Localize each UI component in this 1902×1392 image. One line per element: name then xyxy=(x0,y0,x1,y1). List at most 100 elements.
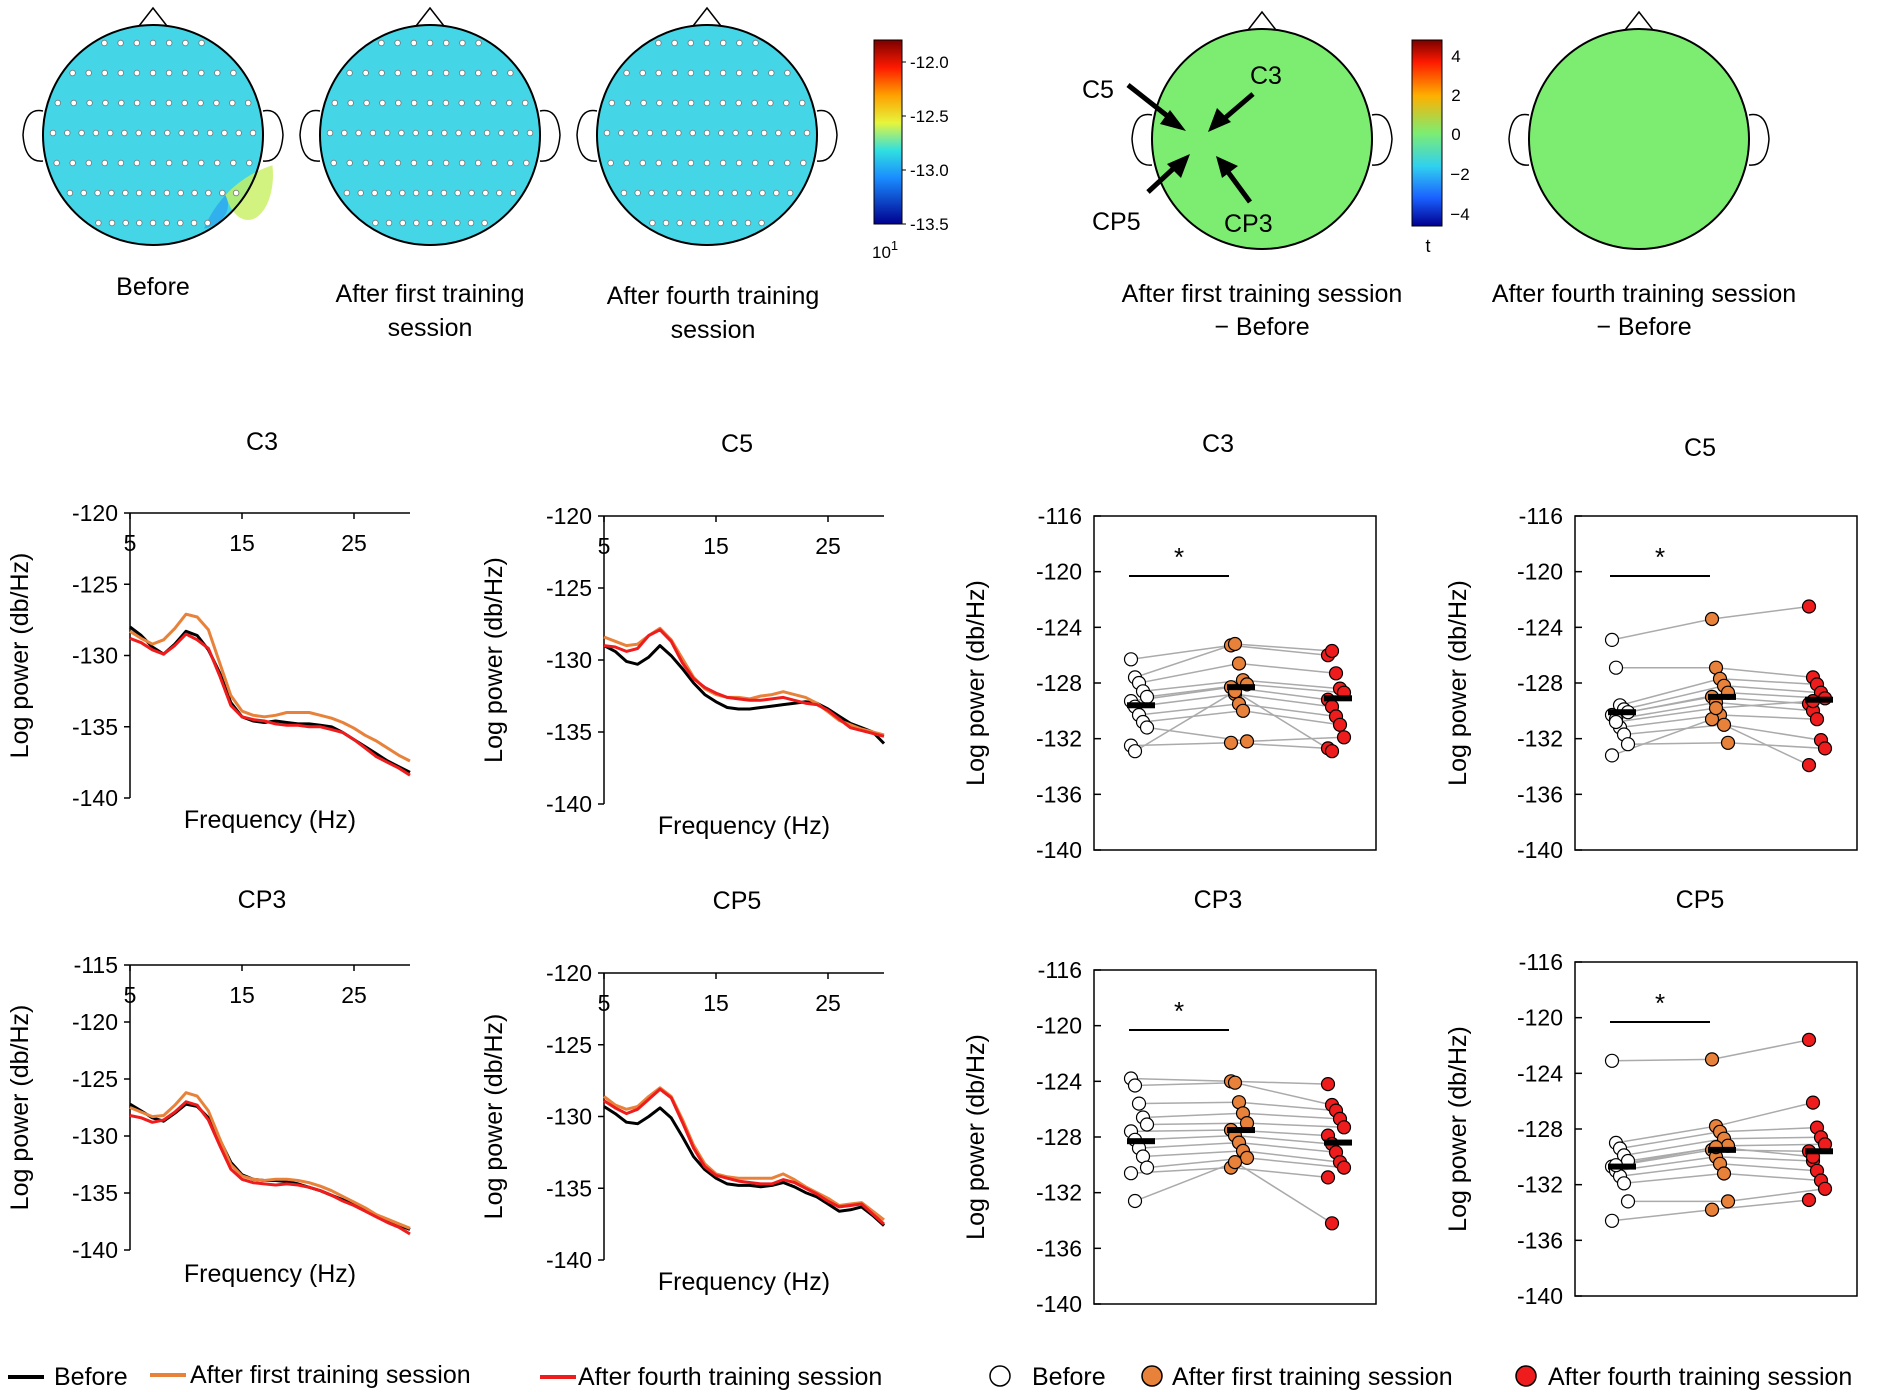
electrode-dot xyxy=(394,159,402,167)
legend-label: After fourth training session xyxy=(1548,1363,1852,1391)
significance-star: * xyxy=(1655,988,1665,1018)
x-tick-label: 15 xyxy=(229,530,255,556)
legend-label: After first training session xyxy=(1172,1363,1453,1391)
mean-bar xyxy=(1127,1138,1155,1145)
electrode-dot xyxy=(442,69,450,77)
electrode-dot xyxy=(117,39,124,47)
y-axis-label: Log power (db/Hz) xyxy=(1444,580,1472,786)
electrode-dot xyxy=(181,99,188,107)
x-tick-label: 25 xyxy=(341,530,367,556)
y-tick-label: -120 xyxy=(1517,1005,1563,1031)
y-tick-label: -116 xyxy=(1519,949,1563,975)
electrode-dot xyxy=(752,39,759,47)
electrode-dot xyxy=(717,219,724,227)
y-tick-label: -128 xyxy=(1036,1124,1082,1150)
electrode-dot xyxy=(732,129,739,137)
electrode-dot xyxy=(717,189,725,197)
electrode-dot xyxy=(506,99,513,107)
electrode-dot xyxy=(803,129,811,137)
data-point-fourth xyxy=(1320,1076,1336,1092)
electrode-dot xyxy=(467,219,475,227)
electrode-dot xyxy=(198,69,205,77)
electrode-dot xyxy=(475,69,482,77)
electrode-dot xyxy=(232,189,240,197)
t-map-0 xyxy=(1131,10,1393,250)
electrode-dot xyxy=(443,39,450,47)
electrode-dot xyxy=(491,69,498,77)
electrode-dot xyxy=(735,99,742,107)
power-map-caption: After fourth training xyxy=(607,282,820,310)
electrode-dot xyxy=(783,99,790,107)
data-point-fourth xyxy=(1801,599,1817,614)
electrode-dot xyxy=(177,189,184,197)
y-tick-label: -120 xyxy=(72,500,118,526)
electrode-dot xyxy=(481,219,488,227)
electrode-dot xyxy=(165,99,173,107)
data-point-fourth xyxy=(1324,643,1340,659)
electrode-dot xyxy=(454,189,461,197)
electrode-dot xyxy=(507,159,514,167)
data-point-before xyxy=(1620,737,1636,752)
x-tick-label: 15 xyxy=(703,533,729,559)
electrode-dot xyxy=(490,99,497,107)
electrode-dot xyxy=(118,99,125,107)
data-point-before xyxy=(1131,1096,1147,1111)
y-tick-label: -125 xyxy=(72,571,118,597)
electrode-dot xyxy=(703,219,711,227)
y-tick-label: -130 xyxy=(72,1123,118,1149)
electrode-dot xyxy=(800,159,807,167)
electrode-dot xyxy=(720,39,727,47)
significance-star: * xyxy=(1174,996,1184,1026)
electrode-dot xyxy=(108,189,115,197)
electrode-dot xyxy=(86,99,93,107)
t-colorbar-tick: 0 xyxy=(1451,125,1460,144)
y-axis-label: Log power (db/Hz) xyxy=(1444,1026,1472,1232)
y-tick-label: -120 xyxy=(1517,559,1563,585)
electrode-dot xyxy=(618,129,625,137)
annotation-c3: C3 xyxy=(1250,62,1282,90)
electrode-dot xyxy=(412,129,419,137)
electrode-dot xyxy=(166,39,173,47)
t-colorbar-label: t xyxy=(1425,236,1430,256)
data-point-fourth xyxy=(1801,757,1817,773)
y-tick-label: -125 xyxy=(546,575,592,601)
electrode-dot xyxy=(135,189,143,197)
electrode-dot xyxy=(163,219,170,227)
power-colorbar-tick: -12.5 xyxy=(910,107,949,126)
electrode-dot xyxy=(135,129,142,137)
mean-bar xyxy=(1608,709,1636,716)
data-point-before xyxy=(1139,689,1155,705)
electrode-dot xyxy=(372,219,379,227)
x-tick-label: 15 xyxy=(229,982,255,1008)
electrode-dot xyxy=(385,219,393,227)
electrode-dot xyxy=(108,219,116,227)
y-tick-label: -120 xyxy=(72,1009,118,1035)
electrode-dot xyxy=(230,159,237,167)
mean-bar xyxy=(1324,1139,1352,1146)
power-map-2 xyxy=(576,6,838,246)
series-line-fourth xyxy=(603,628,885,738)
electrode-dot xyxy=(355,129,362,137)
electrode-dot xyxy=(164,129,171,137)
power-map-caption: After first training xyxy=(336,280,525,308)
electrode-dot xyxy=(662,189,669,197)
data-point-before xyxy=(1127,1078,1143,1093)
legend-label: After fourth training session xyxy=(578,1363,882,1391)
data-point-first xyxy=(1227,1075,1243,1090)
electrode-dot xyxy=(149,39,157,47)
data-point-fourth xyxy=(1332,717,1348,732)
y-tick-label: -120 xyxy=(1036,559,1082,585)
electrode-dot xyxy=(229,99,236,107)
y-tick-label: -124 xyxy=(1036,614,1082,640)
electrode-dot xyxy=(784,159,791,167)
electrode-dot xyxy=(767,99,774,107)
electrode-dot xyxy=(426,159,434,167)
t-colorbar-tick: 4 xyxy=(1451,47,1460,66)
chart-title: CP3 xyxy=(1194,886,1243,914)
electrode-dot xyxy=(773,189,780,197)
electrode-dot xyxy=(101,69,108,77)
power-map-caption: session xyxy=(671,316,756,344)
y-tick-label: -116 xyxy=(1038,957,1082,983)
electrode-dot xyxy=(181,159,189,167)
y-tick-label: -128 xyxy=(1517,1116,1563,1142)
